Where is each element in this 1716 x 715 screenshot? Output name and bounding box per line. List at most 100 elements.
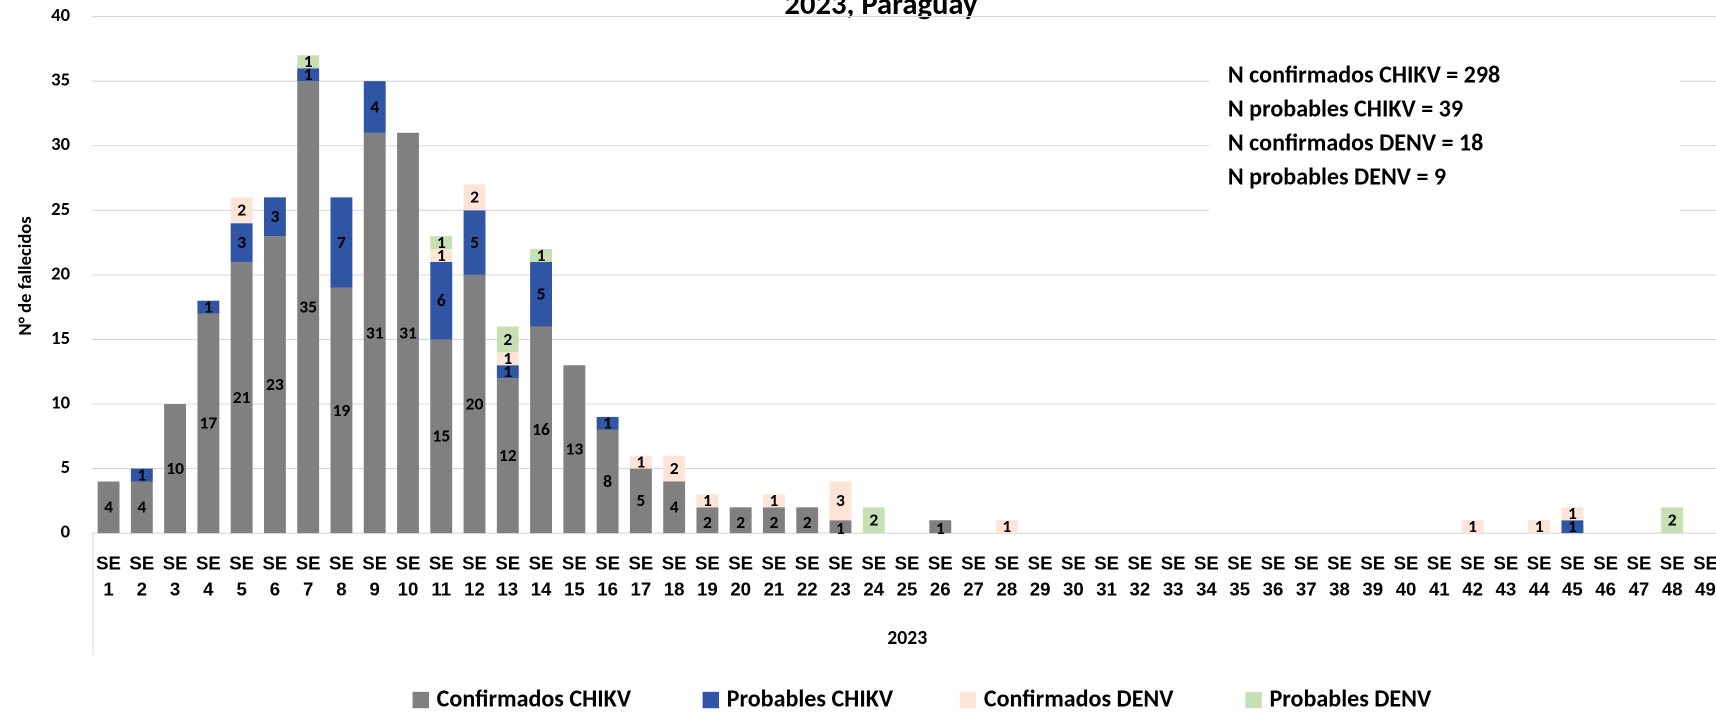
x-tick-label: SE 7 — [295, 552, 321, 600]
bar-segment — [463, 184, 486, 211]
x-tick-label: SE 25 — [894, 552, 920, 600]
x-tick-label: SE 13 — [495, 552, 521, 600]
x-tick-label-box: SE 24 — [861, 553, 886, 600]
legend-label: Confirmados DENV — [984, 684, 1174, 713]
legend-swatch — [1245, 691, 1262, 709]
value-labels: 4 41 1017121322333511197314311561120521211… — [104, 50, 1677, 539]
x-tick-label-box: SE 38 — [1327, 552, 1352, 600]
x-tick-label: SE 22 — [794, 552, 820, 600]
x-tick-label-box: SE 29 — [1028, 553, 1053, 600]
bar-segment — [463, 210, 486, 275]
bar-segment — [130, 468, 153, 482]
data-label: 16 — [532, 418, 550, 440]
data-label: 1 — [137, 463, 146, 485]
bar-segment — [530, 249, 553, 262]
bar-segment — [330, 197, 353, 288]
x-tick-label: SE 40 — [1393, 552, 1419, 600]
bar-segment — [629, 468, 652, 534]
bar-segment — [430, 339, 453, 534]
data-label: 19 — [333, 399, 351, 421]
x-tick-label: SE 38 — [1327, 552, 1352, 600]
data-label: 5 — [537, 283, 546, 305]
bar-segment — [596, 429, 619, 534]
x-tick-label-box: SE 27 — [961, 553, 986, 600]
x-tick-label-box: SE 3 — [162, 552, 188, 600]
y-tick-label: 0 — [61, 520, 71, 543]
x-tick-label: SE 21 — [761, 552, 787, 600]
bar-segment — [496, 352, 519, 366]
bar-segment — [463, 274, 486, 534]
x-tick-label: SE 14 — [528, 552, 554, 600]
bar-segment — [130, 481, 153, 534]
y-tick-label: 35 — [51, 68, 70, 91]
x-tick-label: SE 41 — [1426, 552, 1452, 600]
data-label: 1 — [770, 489, 779, 511]
bar-segment — [530, 326, 553, 534]
x-tick-label-box: SE 30 — [1061, 553, 1086, 600]
bar-segment — [1561, 520, 1584, 534]
x-tick-label-box: SE 20 — [728, 553, 753, 600]
x-tick-label-box: SE 35 — [1227, 553, 1252, 600]
bar-segment — [297, 55, 320, 69]
y-tick-label: 15 — [51, 326, 70, 349]
x-tick-label: SE 15 — [561, 552, 587, 600]
x-tick-label-box: SE 8 — [329, 553, 354, 600]
x-axis-label: 2023 — [887, 626, 927, 650]
data-label: 1 — [304, 63, 313, 85]
x-tick-label-box: SE 25 — [894, 552, 920, 600]
x-tick-label-box: SE 5 — [229, 552, 255, 600]
x-tick-label-box: SE 40 — [1393, 552, 1419, 600]
data-label: 6 — [437, 289, 446, 311]
bar-segment — [197, 300, 220, 314]
data-label: 4 — [104, 496, 113, 518]
data-label: 1 — [603, 412, 612, 434]
bar-segment — [829, 520, 852, 534]
x-tick-label-box: SE 26 — [928, 553, 953, 600]
bar-segment — [230, 223, 253, 262]
x-tick-label: SE 5 — [229, 552, 255, 600]
x-tick-label-box: SE 4 — [196, 553, 221, 600]
data-label: 13 — [565, 438, 583, 460]
bar-segment — [796, 507, 819, 534]
data-label: 2 — [803, 511, 812, 533]
bar-segment — [230, 197, 253, 224]
x-tick-label-box: SE 44 — [1527, 553, 1552, 600]
x-tick-label-box: SE 31 — [1094, 553, 1119, 600]
bar-segment — [330, 287, 353, 534]
x-tick-label-box: SE 32 — [1127, 553, 1152, 600]
x-tick-label: SE 18 — [661, 552, 687, 600]
y-axis-label: N° de fallecidos — [13, 216, 36, 335]
data-label: 1 — [1002, 515, 1011, 537]
x-tick-label-box: SE 17 — [628, 553, 653, 600]
bar-segment — [663, 481, 686, 534]
x-tick-label: SE 10 — [395, 552, 421, 600]
bar-segment — [530, 261, 553, 327]
annotation-box — [1209, 49, 1680, 252]
bar-segment — [563, 365, 586, 534]
x-tick-label: SE 33 — [1160, 552, 1186, 600]
data-label: 1 — [437, 231, 446, 253]
data-label: 8 — [603, 470, 612, 492]
bar-segment — [829, 481, 852, 521]
x-tick-label-box: SE 16 — [595, 553, 620, 600]
x-tick-label: SE 3 — [162, 552, 188, 600]
chart-title: 2023, Paraguay — [784, 0, 978, 23]
data-label: 5 — [470, 231, 479, 253]
x-tick-label-box: SE 36 — [1261, 553, 1286, 600]
x-tick-label: SE 2 — [129, 552, 155, 600]
annotation: N confirmados CHIKV = 298 — [1228, 61, 1500, 90]
bar-segment — [363, 132, 386, 534]
x-tick-label: SE 42 — [1460, 552, 1486, 600]
data-label: 1 — [204, 296, 213, 318]
x-tick-label: SE 43 — [1493, 552, 1519, 600]
data-label: 10 — [166, 457, 184, 479]
x-tick-label: SE 1 — [96, 552, 121, 600]
data-label: 2 — [770, 511, 779, 533]
x-tick-label: SE 6 — [262, 552, 288, 600]
x-tick-label: SE 12 — [462, 552, 487, 600]
bar-segment — [197, 313, 220, 534]
bar-segment — [230, 261, 253, 534]
data-label: 1 — [304, 50, 313, 72]
data-label: 2 — [869, 509, 878, 531]
data-label: 3 — [270, 205, 279, 227]
